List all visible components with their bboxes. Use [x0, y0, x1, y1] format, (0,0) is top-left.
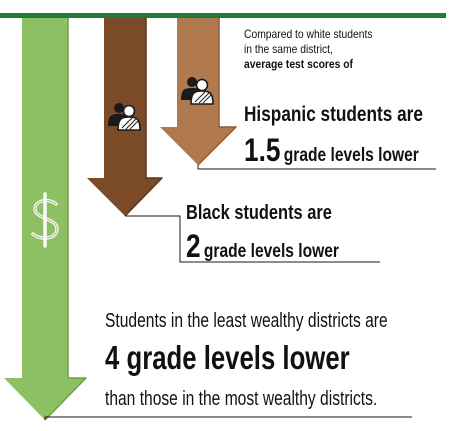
intro-line-1: Compared to white students: [244, 27, 373, 41]
black-stat: 2 grade levels lower: [186, 228, 339, 265]
wealth-tail: than those in the most wealthy districts…: [105, 388, 378, 410]
black-leader-line: [125, 215, 380, 263]
dollar-sign-icon: [31, 192, 59, 248]
wealth-leader-line: [44, 416, 412, 420]
black-unit: grade levels lower: [203, 241, 339, 262]
hispanic-stat: 1.5 grade levels lower: [244, 132, 419, 169]
black-label: Black students are: [186, 202, 332, 224]
wealth-headline: 4 grade levels lower: [105, 339, 350, 376]
hispanic-unit: grade levels lower: [283, 145, 419, 166]
wealth-label: Students in the least wealthy districts …: [105, 310, 388, 332]
black-value: 2: [186, 228, 201, 264]
intro-line-3: average test scores of: [244, 57, 353, 71]
black-students-arrow: [87, 18, 163, 217]
intro-text: Compared to white students in the same d…: [244, 27, 416, 72]
hispanic-value: 1.5: [244, 132, 281, 168]
people-icon: [108, 103, 141, 131]
wealth-arrow: [4, 18, 87, 421]
hispanic-label: Hispanic students are: [244, 103, 423, 126]
hispanic-leader-line: [197, 165, 436, 170]
intro-line-2: in the same district,: [244, 42, 333, 56]
hispanic-students-arrow: [160, 18, 237, 166]
top-bar: [0, 13, 446, 18]
people-icon: [181, 77, 214, 105]
